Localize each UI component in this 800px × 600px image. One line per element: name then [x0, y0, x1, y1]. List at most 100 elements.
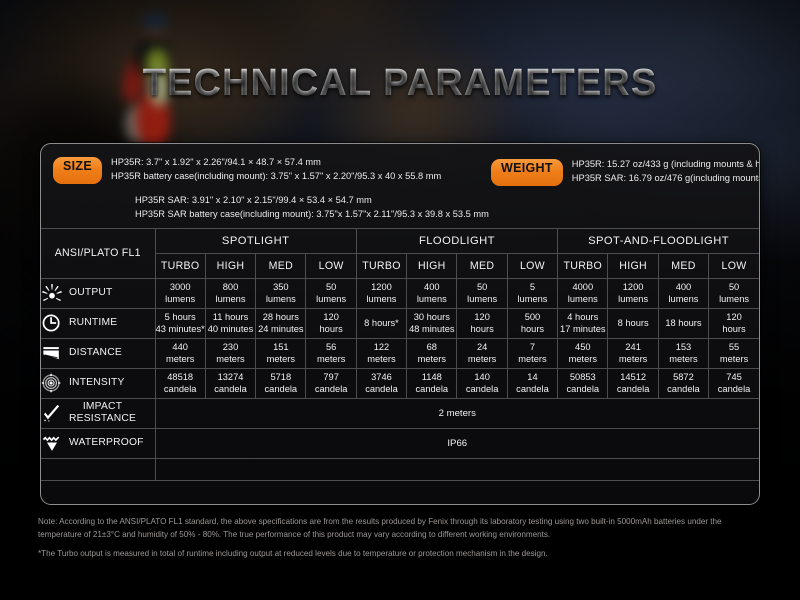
cell-runtime-0: 5 hours 43 minutes* [154, 307, 206, 339]
cell-distance-2: 151 meters [255, 337, 307, 369]
mode-header-9: HIGH [607, 252, 659, 279]
cell-intensity-9: 14512 candela [607, 367, 659, 399]
cell-output-0: 3000 lumens [154, 277, 206, 309]
weight-lines: HP35R: 15.27 oz/433 g (including mounts … [571, 157, 760, 186]
spec-header: SIZE HP35R: 3.7" x 1.92" x 2.26"/94.1 × … [41, 144, 759, 229]
cell-intensity-6: 140 candela [456, 367, 508, 399]
size-block: SIZE HP35R: 3.7" x 1.92" x 2.26"/94.1 × … [53, 155, 441, 184]
mode-header-6: MED [456, 252, 508, 279]
mode-header-10: MED [657, 252, 710, 279]
parameters-panel: SIZE HP35R: 3.7" x 1.92" x 2.26"/94.1 × … [40, 143, 760, 505]
mode-header-8: TURBO [557, 252, 609, 279]
cell-distance-9: 241 meters [607, 337, 659, 369]
tail-cell-body [154, 457, 759, 481]
row-label-distance: DISTANCE [41, 337, 156, 369]
cell-runtime-3: 120 hours [305, 307, 357, 339]
table-row: OUTPUT 3000 lumens 800 lumens 350 lumens 50… [41, 277, 759, 309]
size-line-2: HP35R battery case(including mount): 3.7… [110, 171, 442, 182]
cell-runtime-8: 4 hours 17 minutes [557, 307, 609, 339]
tail-cell-label [41, 457, 156, 481]
cell-distance-3: 56 meters [305, 337, 357, 369]
mode-header-0: TURBO [155, 252, 206, 279]
row-label-text: RUNTIME [69, 317, 118, 329]
cell-runtime-7: 500 hours [506, 307, 559, 339]
row-label-text: INTENSITY [69, 377, 125, 389]
group-header-row: ANSI/PLATO FL1 SPOTLIGHT FLOODLIGHT SPOT… [41, 229, 759, 279]
cell-output-9: 1200 lumens [607, 277, 659, 309]
mode-header-2: MED [255, 252, 307, 279]
size-lines: HP35R: 3.7" x 1.92" x 2.26"/94.1 × 48.7 … [111, 155, 441, 184]
cell-distance-4: 122 meters [355, 337, 408, 369]
row-label-text: DISTANCE [69, 347, 122, 359]
waterproof-icon [41, 433, 63, 453]
cell-runtime-6: 120 hours [456, 307, 508, 339]
cell-runtime-9: 8 hours [607, 307, 659, 339]
footnote-turbo: *The Turbo output is measured in total o… [38, 549, 548, 559]
weight-badge: WEIGHT [491, 159, 563, 186]
group-header-floodlight: FLOODLIGHT [355, 229, 559, 254]
row-label-text: IMPACT RESISTANCE [69, 401, 137, 424]
cell-runtime-2: 28 hours 24 minutes [255, 307, 307, 339]
cell-distance-5: 68 meters [406, 337, 458, 369]
cell-distance-7: 7 meters [506, 337, 559, 369]
table-row: WATERPROOF IP66 [41, 427, 759, 459]
table-row: DISTANCE 440 meters 230 meters 151 meters 5… [41, 337, 759, 369]
cell-output-1: 800 lumens [204, 277, 257, 309]
standard-label: ANSI/PLATO FL1 [41, 229, 156, 279]
cell-output-6: 50 lumens [456, 277, 508, 309]
cell-runtime-1: 11 hours 40 minutes [204, 307, 257, 339]
cell-runtime-4: 8 hours* [355, 307, 408, 339]
group-header-spot-and-floodlight: SPOT-AND-FLOODLIGHT [557, 229, 759, 254]
mode-header-7: LOW [506, 252, 559, 279]
cell-intensity-11: 745 candela [708, 367, 759, 399]
cell-output-3: 50 lumens [305, 277, 357, 309]
table-tail-row [41, 457, 759, 481]
parameters-table: ANSI/PLATO FL1 SPOTLIGHT FLOODLIGHT SPOT… [41, 229, 759, 481]
cell-intensity-2: 5718 candela [255, 367, 307, 399]
row-label-text: OUTPUT [69, 287, 113, 299]
cell-output-8: 4000 lumens [557, 277, 609, 309]
table-row: INTENSITY 48518 candela 13274 candela 5718… [41, 367, 759, 399]
mode-header-1: HIGH [204, 252, 257, 279]
weight-line-2: HP35R SAR: 16.79 oz/476 g(including moun… [571, 173, 760, 184]
mode-header-11: LOW [708, 252, 759, 279]
mode-header-5: HIGH [406, 252, 458, 279]
clock-icon [41, 313, 63, 333]
cell-distance-1: 230 meters [204, 337, 257, 369]
cell-distance-10: 153 meters [657, 337, 710, 369]
size-line-1: HP35R: 3.7" x 1.92" x 2.26"/94.1 × 48.7 … [110, 157, 321, 167]
page-title: TECHNICAL PARAMETERS [142, 62, 658, 104]
light-burst-icon [41, 283, 63, 303]
mode-header-4: TURBO [355, 252, 408, 279]
footnotes: Note: According to the ANSI/PLATO FL1 st… [38, 516, 764, 561]
cell-distance-0: 440 meters [154, 337, 206, 369]
table-row: RUNTIME 5 hours 43 minutes* 11 hours 40 mi… [41, 307, 759, 339]
cell-runtime-5: 30 hours 48 minutes [406, 307, 458, 339]
footnote-standard: Note: According to the ANSI/PLATO FL1 st… [38, 517, 722, 539]
table-row: IMPACT RESISTANCE 2 meters [41, 397, 759, 429]
cell-impact-resistance-value: 2 meters [154, 397, 759, 429]
cell-intensity-1: 13274 candela [204, 367, 257, 399]
cell-intensity-7: 14 candela [506, 367, 559, 399]
row-label-output: OUTPUT [41, 277, 156, 309]
cell-runtime-10: 18 hours [657, 307, 710, 339]
cell-waterproof-value: IP66 [154, 427, 759, 459]
cell-output-10: 400 lumens [657, 277, 710, 309]
cell-output-5: 400 lumens [406, 277, 458, 309]
cell-intensity-4: 3746 candela [355, 367, 408, 399]
size-sar-line-2: HP35R SAR battery case(including mount):… [135, 209, 489, 220]
size-lines-extra: HP35R SAR: 3.91" x 2.10" x 2.15"/99.4 × … [135, 193, 749, 222]
target-intensity-icon [41, 373, 63, 393]
row-label-text: WATERPROOF [69, 437, 144, 449]
cell-intensity-3: 797 candela [305, 367, 357, 399]
mode-header-3: LOW [305, 252, 357, 279]
impact-arrow-icon [41, 403, 63, 423]
row-label-impact-resistance: IMPACT RESISTANCE [41, 397, 156, 429]
beam-distance-icon [41, 343, 63, 363]
weight-line-1: HP35R: 15.27 oz/433 g (including mounts … [571, 159, 760, 169]
row-label-runtime: RUNTIME [41, 307, 156, 339]
cell-distance-6: 24 meters [456, 337, 508, 369]
weight-block: WEIGHT HP35R: 15.27 oz/433 g (including … [491, 157, 760, 186]
cell-runtime-11: 120 hours [708, 307, 759, 339]
